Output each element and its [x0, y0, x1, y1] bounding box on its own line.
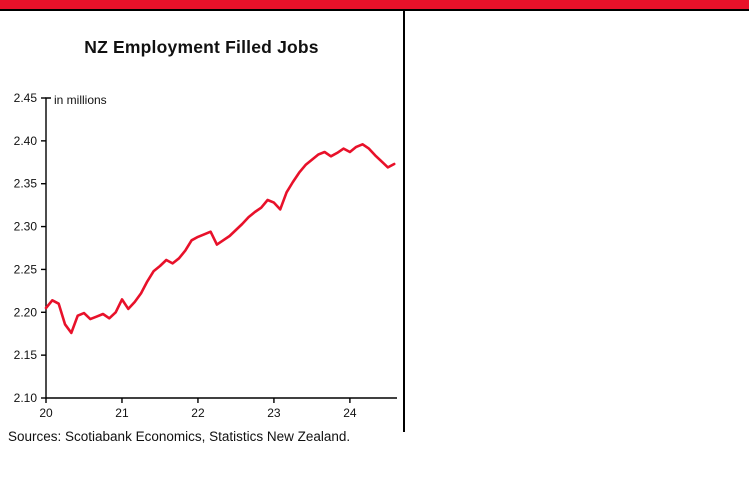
y-tick-label: 2.30 — [14, 220, 38, 234]
x-tick-label: 24 — [343, 406, 357, 420]
axis-lines — [45, 97, 397, 399]
y-tick-label: 2.20 — [14, 305, 38, 319]
y-tick-label: 2.35 — [14, 177, 38, 191]
chart-title: NZ Employment Filled Jobs — [84, 37, 319, 57]
line-chart: 2.10 2.15 2.20 2.25 2.30 2.35 2.40 2.45 20 21 22 23… — [14, 91, 397, 420]
x-tick-label: 23 — [267, 406, 281, 420]
y-tick-label: 2.15 — [14, 348, 38, 362]
panel-divider — [403, 11, 405, 432]
y-tick-label: 2.45 — [14, 91, 38, 105]
unit-label: in millions — [54, 93, 107, 107]
chart-panel: NZ Employment Filled Jobs 2.10 2.15 2.20 2.… — [0, 11, 403, 482]
x-tick-label: 20 — [39, 406, 53, 420]
source-note: Sources: Scotiabank Economics, Statistic… — [8, 429, 351, 444]
x-tick-label: 22 — [191, 406, 205, 420]
y-tick-label: 2.25 — [14, 262, 38, 276]
employment-line — [44, 142, 396, 335]
top-divider-line — [0, 9, 749, 11]
y-tick-label: 2.40 — [14, 134, 38, 148]
x-tick-label: 21 — [115, 406, 129, 420]
top-red-bar — [0, 0, 749, 9]
y-tick-label: 2.10 — [14, 391, 38, 405]
